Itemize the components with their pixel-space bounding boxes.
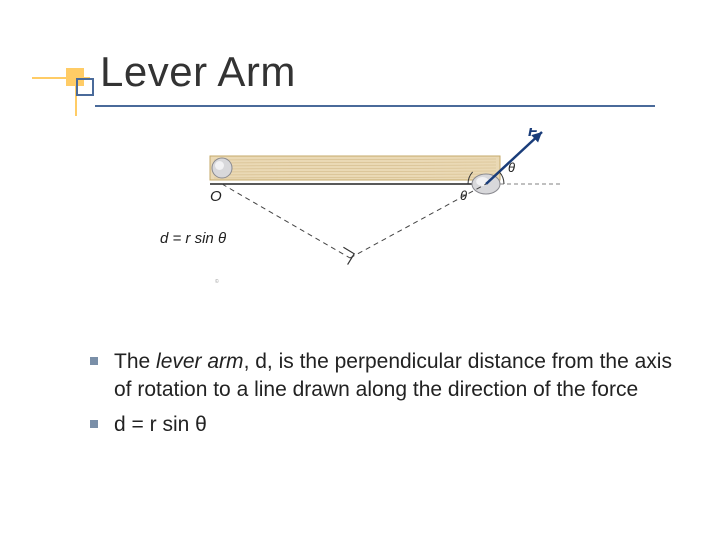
lever-arm-diagram: θ θ Od = r sin θ F © [160,128,560,288]
list-item: The lever arm, d, is the perpendicular d… [90,348,680,405]
bullet-text: d = r sin θ [114,411,680,439]
title-underline [95,105,655,107]
svg-text:d = r sin θ: d = r sin θ [160,230,226,247]
svg-text:θ: θ [508,160,515,175]
bullet-text: The lever arm, d, is the perpendicular d… [114,348,680,405]
bullet-list: The lever arm, d, is the perpendicular d… [90,348,680,445]
slide: Lever Arm θ θ Od = r sin θ F © The lever arm… [0,0,720,540]
svg-text:©: © [215,278,219,285]
svg-text:F: F [528,128,539,140]
bullet-icon [90,420,98,428]
slide-title: Lever Arm [100,48,296,96]
list-item: d = r sin θ [90,411,680,439]
bullet-icon [90,357,98,365]
svg-text:θ: θ [460,188,467,203]
svg-text:O: O [210,188,222,205]
